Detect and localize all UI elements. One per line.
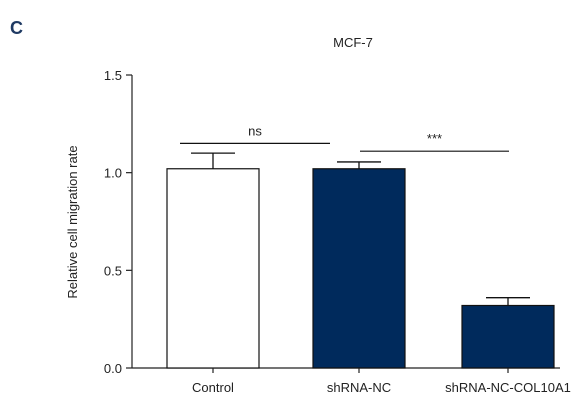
y-tick-label: 0.5 (104, 263, 122, 278)
chart-title: MCF-7 (333, 35, 373, 50)
y-axis-label: Relative cell migration rate (65, 145, 80, 298)
y-tick-label: 0.0 (104, 361, 122, 376)
bar (312, 168, 406, 369)
x-tick-label: shRNA-NC-COL10A1 (445, 380, 571, 395)
bar (461, 304, 555, 369)
x-tick-label: shRNA-NC (327, 380, 391, 395)
panel-label: C (10, 18, 23, 38)
x-tick-label: Control (192, 380, 234, 395)
bar (166, 168, 260, 369)
significance-label: *** (427, 131, 442, 146)
y-tick-label: 1.0 (104, 166, 122, 181)
significance-label: ns (248, 123, 262, 138)
y-tick-label: 1.5 (104, 68, 122, 83)
